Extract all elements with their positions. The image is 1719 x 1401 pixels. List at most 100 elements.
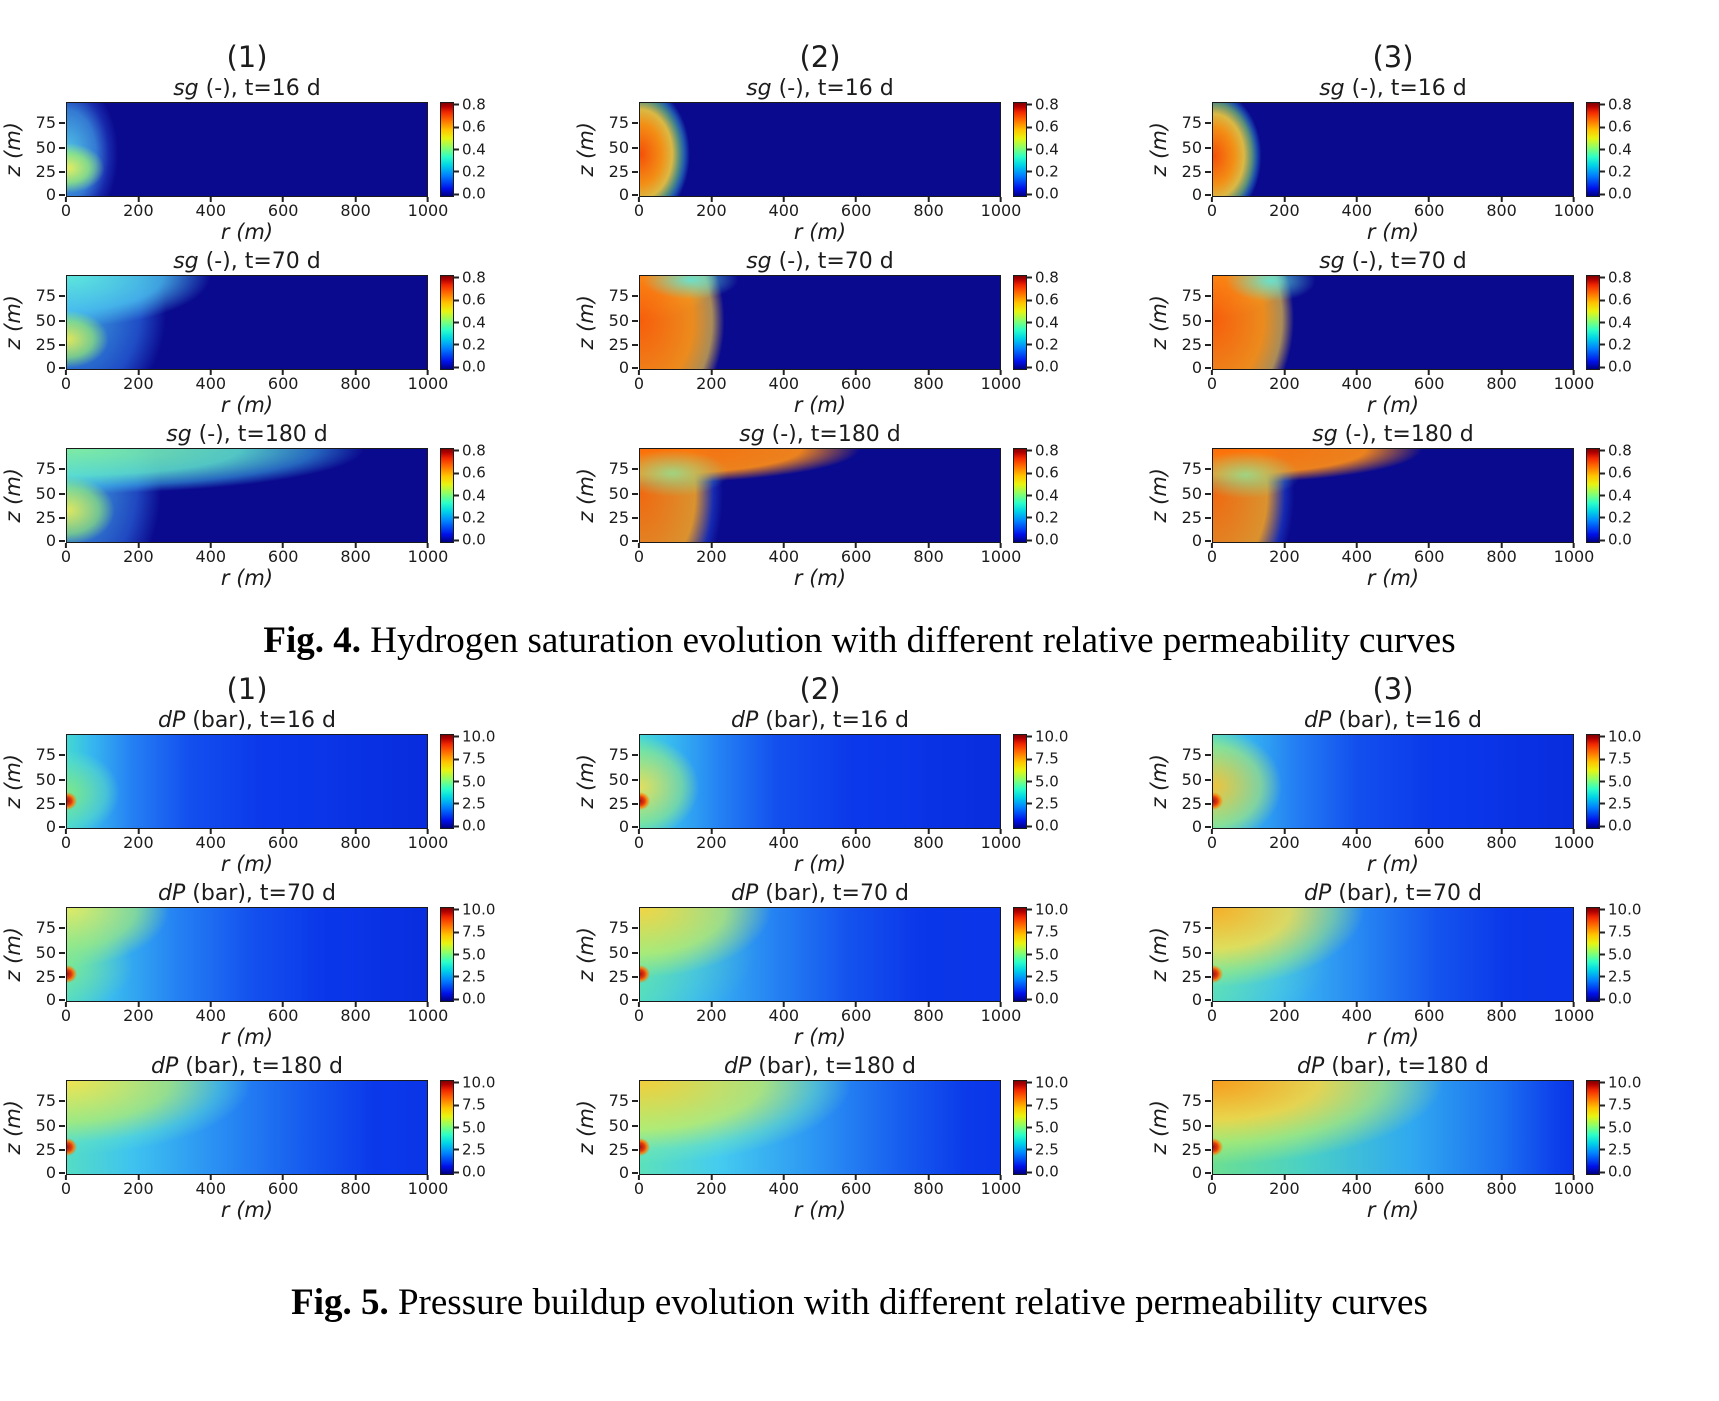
x-tick-label: 600	[267, 1179, 299, 1198]
y-tick-label: 50	[1181, 310, 1202, 330]
x-axis-label-text: r (m)	[1366, 220, 1420, 244]
y-axis-label: z (m)	[0, 734, 26, 829]
colorbar-tick-label: 0.0	[1035, 816, 1059, 835]
colorbar-gradient	[1586, 102, 1600, 197]
x-axis-ticks: 0 200 400 600 800 1000	[1207, 543, 1594, 565]
y-axis-label: z (m)	[1146, 102, 1172, 197]
x-tick-label: 0	[1206, 833, 1218, 852]
panel-title-variable: dP	[151, 1054, 179, 1079]
x-tick-label: 1000	[407, 1006, 449, 1025]
y-axis-label: z (m)	[573, 275, 599, 370]
colorbar-tick-label: 0.0	[1035, 530, 1059, 549]
panel-title: sg (-), t=16 d	[639, 76, 1001, 102]
x-tick-label: 200	[696, 1179, 727, 1198]
panel-title-time: (-), t=16 d	[1344, 76, 1467, 101]
y-tick-label: 50	[35, 483, 56, 503]
panel-title-time: (bar), t=180 d	[178, 1054, 343, 1079]
panel-title-time: (-), t=16 d	[198, 76, 321, 101]
x-tick-label: 1000	[1553, 1179, 1595, 1198]
y-axis-ticks: 75 50 25 0	[599, 102, 639, 202]
y-tick-label: 75	[608, 112, 629, 132]
y-axis-label-text: z (m)	[1, 1100, 25, 1155]
colorbar-tick-label: 2.5	[1608, 794, 1632, 813]
colorbar-tick-label: 0.2	[1035, 508, 1059, 527]
y-axis-label: z (m)	[573, 102, 599, 197]
heatmap-plot	[66, 907, 428, 1002]
panel-title-time: (bar), t=180 d	[751, 1054, 916, 1079]
colorbar-tick-label: 0.0	[1035, 1162, 1059, 1181]
y-tick-label: 25	[35, 1140, 56, 1160]
y-tick-label: 75	[1181, 285, 1202, 305]
y-tick-label: 0	[1191, 185, 1202, 205]
y-axis-ticks: 75 50 25 0	[1172, 448, 1212, 548]
figure-column: (3) sg (-), t=16 d z (m) 75 50 25 0 0.8 …	[1146, 40, 1719, 595]
x-tick-label: 600	[267, 1006, 299, 1025]
y-tick-label: 0	[45, 990, 56, 1010]
heatmap-plot	[639, 275, 1001, 370]
heatmap-panel: sg (-), t=180 d z (m) 75 50 25 0 0.8 0.6…	[0, 422, 573, 595]
y-axis-ticks: 75 50 25 0	[1172, 102, 1212, 202]
x-tick-label: 800	[913, 1006, 944, 1025]
y-axis-ticks: 75 50 25 0	[599, 734, 639, 834]
y-axis-ticks: 75 50 25 0	[599, 907, 639, 1007]
y-axis-label: z (m)	[1146, 734, 1172, 829]
colorbar-tick-label: 0.4	[462, 140, 486, 158]
heatmap-plot	[1212, 907, 1574, 1002]
colorbar-ticks: 10.0 7.5 5.0 2.5 0.0	[1027, 1075, 1075, 1179]
y-tick-label: 0	[618, 358, 629, 378]
panel-title: dP (bar), t=180 d	[1212, 1054, 1574, 1080]
y-tick-label: 50	[608, 769, 629, 789]
colorbar-ticks: 10.0 7.5 5.0 2.5 0.0	[454, 729, 502, 833]
x-tick-label: 1000	[407, 1179, 449, 1198]
x-tick-label: 0	[60, 833, 72, 852]
x-tick-label: 600	[267, 201, 299, 220]
colorbar-gradient	[1013, 102, 1027, 197]
heatmap-plot	[639, 907, 1001, 1002]
y-axis-label: z (m)	[0, 907, 26, 1002]
heatmap-plot	[639, 102, 1001, 197]
panel-title-time: (bar), t=16 d	[185, 708, 336, 733]
x-tick-label: 1000	[980, 1179, 1022, 1198]
heatmap-panel: sg (-), t=16 d z (m) 75 50 25 0 0.8 0.6 …	[573, 76, 1146, 249]
x-axis-label: r (m)	[1212, 851, 1574, 879]
x-tick-label: 0	[60, 1179, 72, 1198]
colorbar-tick-label: 0.4	[462, 313, 486, 331]
y-axis-label-text: z (m)	[574, 295, 598, 350]
colorbar-tick-label: 7.5	[1608, 1095, 1632, 1114]
x-tick-label: 400	[768, 1179, 800, 1198]
x-tick-label: 400	[1341, 1179, 1373, 1198]
x-tick-label: 1000	[980, 201, 1022, 220]
y-axis-label-text: z (m)	[1, 927, 25, 982]
x-tick-label: 1000	[1553, 833, 1595, 852]
colorbar-tick-label: 0.8	[1608, 95, 1632, 114]
colorbar-ticks: 10.0 7.5 5.0 2.5 0.0	[1027, 729, 1075, 833]
colorbar-ticks: 0.8 0.6 0.4 0.2 0.0	[1027, 443, 1075, 547]
y-axis-ticks: 75 50 25 0	[26, 1080, 66, 1180]
y-tick-label: 50	[35, 1115, 56, 1135]
y-axis-ticks: 75 50 25 0	[26, 102, 66, 202]
y-tick-label: 50	[608, 137, 629, 157]
x-tick-label: 0	[633, 547, 645, 566]
figure-column: (3) dP (bar), t=16 d z (m) 75 50 25 0 10…	[1146, 672, 1719, 1227]
panel-title-time: (bar), t=16 d	[1331, 708, 1482, 733]
x-tick-label: 0	[633, 1179, 645, 1198]
y-axis-label-text: z (m)	[1, 468, 25, 523]
y-axis-label: z (m)	[573, 907, 599, 1002]
x-tick-label: 200	[123, 547, 154, 566]
panel-axes-area: z (m) 75 50 25 0 0.8 0.6 0.4 0.2 0.0	[1146, 270, 1719, 376]
colorbar-tick-label: 0.2	[1035, 335, 1059, 354]
x-axis-label: r (m)	[639, 1024, 1001, 1052]
x-tick-label: 400	[768, 1006, 800, 1025]
panel-axes-area: z (m) 75 50 25 0 10.0 7.5 5.0 2.5 0.0	[573, 902, 1146, 1008]
colorbar-tick-label: 0.0	[1035, 989, 1059, 1008]
y-axis-label: z (m)	[0, 275, 26, 370]
colorbar-tick-label: 0.6	[1035, 290, 1059, 309]
x-axis-ticks: 0 200 400 600 800 1000	[1207, 370, 1594, 392]
x-tick-label: 1000	[407, 201, 449, 220]
panel-title-variable: sg	[1319, 76, 1345, 101]
column-header: (2)	[799, 672, 841, 706]
colorbar-ticks: 10.0 7.5 5.0 2.5 0.0	[1600, 1075, 1648, 1179]
heatmap-panel: sg (-), t=70 d z (m) 75 50 25 0 0.8 0.6 …	[573, 249, 1146, 422]
panel-title-time: (-), t=180 d	[191, 422, 328, 447]
panel-axes-area: z (m) 75 50 25 0 10.0 7.5 5.0 2.5 0.0	[0, 902, 573, 1008]
